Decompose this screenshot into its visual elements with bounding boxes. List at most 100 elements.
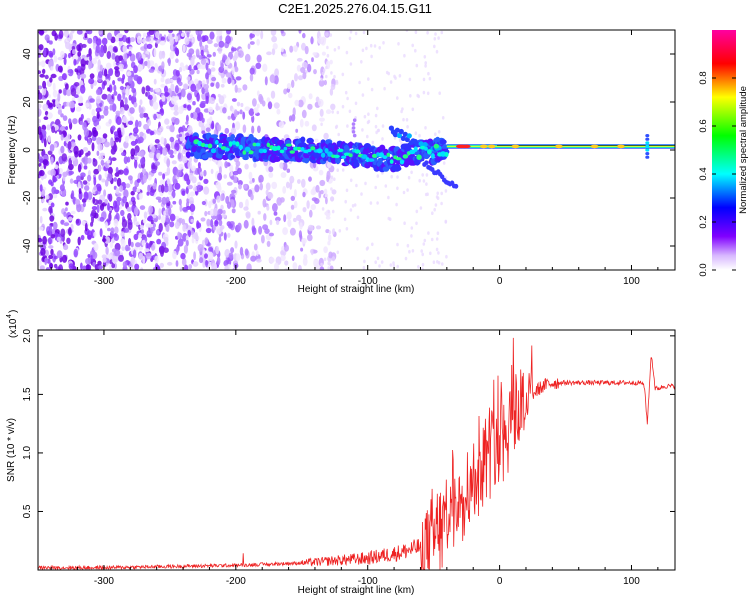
heatmap-noise-cell <box>227 115 231 120</box>
heatmap-signal-cell <box>453 183 459 189</box>
heatmap-noise-cell <box>239 246 244 256</box>
heatmap-noise-cell <box>168 30 173 34</box>
heatmap-noise-cell <box>244 248 249 256</box>
heatmap-noise-cell <box>118 40 124 48</box>
heatmap-noise-cell <box>262 63 268 72</box>
heatmap-noise-cell <box>189 34 194 39</box>
heatmap-noise-cell <box>133 206 139 216</box>
colorbar-tick-label: 0.0 <box>698 263 709 276</box>
heatmap-noise-cell <box>168 183 173 193</box>
heatmap-noise-cell <box>249 73 254 82</box>
heatmap-signal-cell <box>232 140 236 145</box>
heatmap-noise-cell <box>74 82 80 87</box>
heatmap-noise-cell <box>415 221 418 226</box>
heatmap-noise-cell <box>218 166 222 175</box>
heatmap-noise-cell <box>72 55 79 61</box>
heatmap-noise-cell <box>165 78 169 85</box>
heatmap-noise-cell <box>432 260 436 265</box>
heatmap-noise-cell <box>268 166 274 173</box>
heatmap-signal-cell <box>511 144 520 149</box>
heatmap-noise-cell <box>312 161 317 169</box>
heatmap-signal-cell <box>210 134 218 139</box>
heatmap-signal-cell <box>262 149 267 153</box>
heatmap-signal-cell <box>645 134 650 138</box>
heatmap-noise-cell <box>191 237 195 244</box>
heatmap-noise-cell <box>440 30 444 35</box>
heatmap-noise-cell <box>62 115 68 121</box>
heatmap-signal-cell <box>386 152 391 157</box>
heatmap-signal-cell <box>479 144 488 149</box>
heatmap-noise-cell <box>346 124 349 128</box>
heatmap-noise-cell <box>164 118 170 125</box>
heatmap-noise-cell <box>235 253 241 262</box>
y-tick-label: 1.5 <box>22 387 33 401</box>
heatmap-noise-cell <box>427 71 430 76</box>
heatmap-noise-cell <box>427 231 430 235</box>
heatmap-noise-cell <box>172 200 177 205</box>
heatmap-noise-cell <box>67 69 74 74</box>
heatmap-noise-cell <box>139 112 144 119</box>
heatmap-signal-cell <box>242 150 247 155</box>
heatmap-noise-cell <box>326 45 329 50</box>
heatmap-noise-cell <box>370 54 373 59</box>
heatmap-noise-cell <box>91 109 96 116</box>
heatmap-noise-cell <box>370 87 374 92</box>
heatmap-noise-cell <box>251 217 255 227</box>
heatmap-noise-cell <box>175 260 179 267</box>
heatmap-noise-cell <box>200 217 206 222</box>
heatmap-noise-cell <box>174 85 179 94</box>
heatmap-noise-cell <box>77 236 81 246</box>
colorbar-ticks: 0.0 0.2 0.4 0.6 0.8 <box>698 71 736 277</box>
heatmap-signal-cell <box>645 148 650 152</box>
heatmap-signal-cell <box>248 150 254 155</box>
heatmap-noise-cell <box>38 30 45 35</box>
heatmap-noise-cell <box>136 35 142 44</box>
heatmap-noise-cell <box>76 44 81 52</box>
heatmap-noise-cell <box>169 154 175 159</box>
heatmap-noise-cell <box>196 69 200 75</box>
heatmap-noise-cell <box>111 103 117 112</box>
heatmap-noise-cell <box>319 108 324 117</box>
heatmap-noise-cell <box>179 204 183 212</box>
x-tick-label: -100 <box>358 276 378 287</box>
heatmap-noise-cell <box>92 127 97 134</box>
heatmap-noise-cell <box>158 187 162 193</box>
heatmap-noise-cell <box>91 212 95 217</box>
heatmap-noise-cell <box>47 150 53 156</box>
heatmap-noise-cell <box>319 179 326 187</box>
heatmap-signal-cell <box>399 159 405 165</box>
heatmap-noise-cell <box>139 99 143 106</box>
heatmap-noise-cell <box>101 178 106 183</box>
heatmap-noise-cell <box>226 221 232 227</box>
heatmap-noise-cell <box>135 242 141 248</box>
heatmap-noise-cell <box>365 247 369 251</box>
heatmap-noise-cell <box>89 73 95 79</box>
heatmap-noise-cell <box>178 198 182 206</box>
heatmap-signal-cell <box>590 144 599 149</box>
heatmap-noise-cell <box>131 87 137 93</box>
heatmap-noise-cell <box>77 163 82 173</box>
heatmap-noise-cell <box>44 74 49 80</box>
heatmap-noise-cell <box>185 64 189 70</box>
heatmap-noise-cell <box>80 172 86 178</box>
heatmap-noise-cell <box>267 192 274 199</box>
heatmap-noise-cell <box>231 208 236 214</box>
heatmap-noise-cell <box>50 156 54 165</box>
heatmap-noise-cell <box>269 74 276 84</box>
heatmap-noise-cell <box>134 220 140 226</box>
heatmap-noise-cell <box>398 74 402 78</box>
heatmap-noise-cell <box>302 71 307 80</box>
heatmap-noise-cell <box>435 195 439 199</box>
heatmap-noise-cell <box>50 168 56 177</box>
heatmap-noise-cell <box>263 213 267 221</box>
heatmap-noise-cell <box>97 186 102 192</box>
y-tick-label: 0 <box>22 147 33 153</box>
heatmap-noise-cell <box>82 202 86 208</box>
heatmap-signal-cell <box>424 146 428 151</box>
heatmap-noise-cell <box>164 171 169 176</box>
heatmap-noise-cell <box>171 160 177 165</box>
heatmap-signal-cell <box>430 153 435 159</box>
heatmap-noise-cell <box>371 140 375 145</box>
heatmap-noise-cell <box>107 227 111 232</box>
heatmap-signal-cell <box>433 143 440 149</box>
